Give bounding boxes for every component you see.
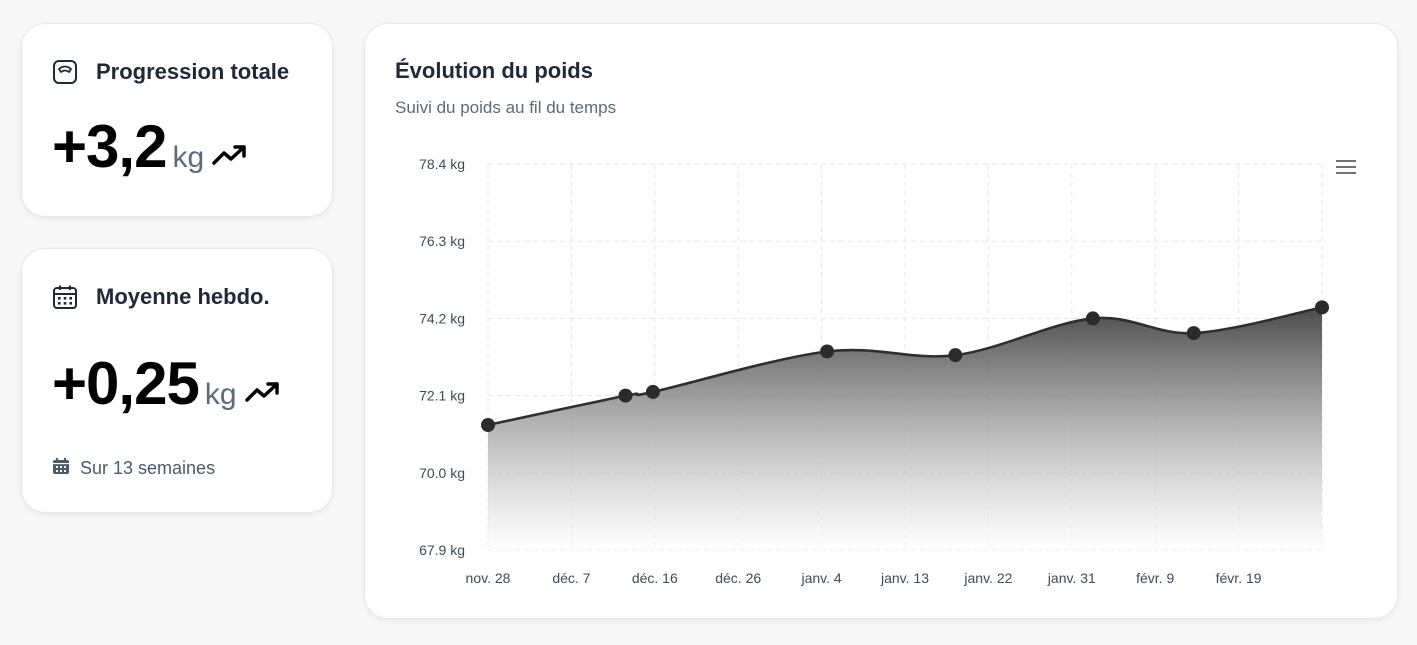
weekly-average-footnote-text: Sur 13 semaines	[80, 458, 216, 478]
x-tick-label: nov. 28	[466, 570, 511, 586]
y-tick-label: 67.9 kg	[419, 542, 465, 558]
scale-icon	[52, 59, 78, 85]
data-point	[948, 348, 963, 363]
y-tick-label: 72.1 kg	[419, 388, 465, 404]
calendar-small-icon	[52, 457, 70, 480]
data-point	[618, 388, 633, 403]
y-tick-label: 76.3 kg	[419, 233, 465, 249]
total-progression-title: Progression totale	[96, 59, 290, 84]
x-tick-label: févr. 9	[1136, 570, 1174, 586]
x-tick-label: janv. 13	[880, 570, 929, 586]
x-tick-label: févr. 19	[1216, 570, 1262, 586]
y-tick-label: 70.0 kg	[419, 465, 465, 481]
x-tick-label: janv. 4	[800, 570, 841, 586]
data-point	[1186, 326, 1201, 341]
data-point	[1315, 300, 1329, 315]
weekly-average-card: Moyenne hebdo. +0,25 kg	[21, 248, 333, 513]
weekly-average-value: +0,25	[52, 350, 200, 417]
chart-subtitle: Suivi du poids au fil du temps	[395, 98, 617, 117]
chart-title: Évolution du poids	[395, 58, 593, 83]
total-progression-header: Progression totale	[52, 59, 289, 85]
data-point	[645, 384, 660, 399]
weekly-average-footnote: Sur 13 semaines	[52, 457, 215, 480]
x-tick-label: déc. 7	[552, 570, 590, 586]
data-point	[1085, 311, 1100, 326]
series-line	[487, 306, 1323, 427]
x-tick-label: déc. 16	[632, 570, 678, 586]
weekly-average-header: Moyenne hebdo.	[52, 284, 270, 310]
area-fill	[488, 307, 1322, 550]
weight-chart-card: 78.4 kg 76.3 kg 74.2 kg 72.1 kg 70.0 kg 67.9 …	[364, 23, 1398, 619]
x-tick-label: janv. 31	[1047, 570, 1096, 586]
trend-up-icon	[244, 380, 281, 404]
trend-up-icon	[212, 143, 248, 167]
y-tick-label: 74.2 kg	[419, 310, 465, 326]
total-progression-value: +3,2	[52, 113, 167, 180]
total-progression-value-row: +3,2 kg	[52, 112, 248, 181]
weekly-average-unit: kg	[204, 378, 237, 411]
calendar-icon	[52, 284, 78, 310]
total-progression-card: Progression totale +3,2 kg	[21, 23, 333, 217]
weight-chart: 78.4 kg 76.3 kg 74.2 kg 72.1 kg 70.0 kg 67.9 …	[419, 156, 1329, 586]
x-tick-label: déc. 26	[715, 570, 761, 586]
total-progression-unit: kg	[172, 141, 205, 174]
data-point	[481, 418, 495, 433]
x-tick-label: janv. 22	[963, 570, 1012, 586]
hamburger-menu-icon[interactable]	[1335, 158, 1357, 176]
weekly-average-value-row: +0,25 kg	[52, 349, 281, 418]
data-point	[820, 344, 835, 359]
y-tick-label: 78.4 kg	[419, 156, 465, 172]
weekly-average-title: Moyenne hebdo.	[96, 284, 270, 309]
